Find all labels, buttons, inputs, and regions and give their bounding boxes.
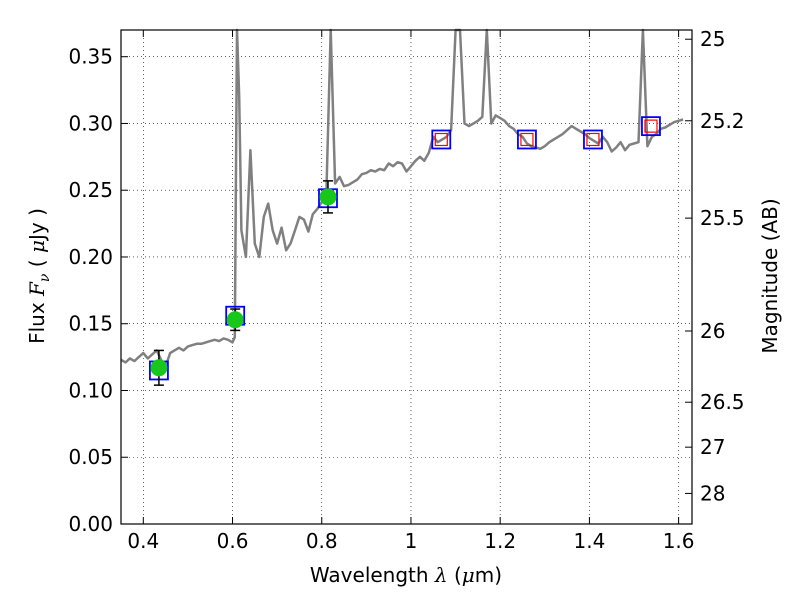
y-axis-ticks: 0.00 0.05 0.10 0.15 0.20 0.25 0.30 0.35 (68, 45, 128, 536)
x-tick-label: 1.2 (484, 529, 516, 553)
predicted-box (434, 132, 448, 147)
spectrum-line (120, 28, 684, 368)
y2-tick-label: 26 (700, 319, 725, 343)
y2-tick-label: 28 (700, 481, 725, 505)
x-axis-ticks: 0.4 0.6 0.8 1 1.2 1.4 1.6 (127, 30, 695, 553)
y-tick-label: 0.05 (68, 445, 113, 469)
predicted-box (644, 119, 658, 133)
y2-axis-ticks: 25 25.2 25.5 26 26.5 27 28 (685, 27, 745, 505)
y2-tick-label: 27 (700, 435, 725, 459)
plot-frame (120, 29, 693, 525)
model-spectrum (120, 28, 684, 368)
y2-tick-label: 25.2 (700, 109, 745, 133)
x-tick-label: 0.4 (127, 529, 159, 553)
model-photometry-box (431, 129, 452, 150)
x-tick-label: 0.8 (306, 529, 338, 553)
y-tick-label: 0.35 (68, 45, 113, 69)
x-tick-label: 0.6 (217, 529, 249, 553)
observed-point (319, 188, 337, 206)
model-photometry-box (517, 129, 537, 150)
y-tick-label: 0.20 (68, 245, 113, 269)
predicted-box (586, 132, 600, 147)
y2-tick-label: 25 (700, 27, 725, 51)
y-tick-label: 0.00 (68, 512, 113, 536)
y-tick-label: 0.25 (68, 178, 113, 202)
x-tick-label: 1.4 (573, 529, 605, 553)
y2-tick-label: 26.5 (700, 390, 745, 414)
axes-box (120, 29, 693, 525)
predicted-box (520, 132, 534, 147)
predicted-boxes (434, 119, 658, 147)
x-tick-label: 1 (405, 529, 418, 553)
observed-point (150, 359, 168, 377)
y2-axis-label: Magnitude (AB) (758, 198, 782, 353)
observed-point (226, 311, 244, 329)
grid-lines (121, 30, 692, 525)
y-tick-label: 0.15 (68, 312, 113, 336)
model-photometry-box (641, 116, 661, 137)
y-axis-label: Flux Fν ( μJy ) (25, 208, 53, 344)
y-tick-label: 0.30 (68, 111, 113, 135)
x-tick-label: 1.6 (663, 529, 695, 553)
x-axis-label: Wavelength λ (μm) (310, 563, 502, 587)
model-photometry-box (583, 129, 603, 150)
y-tick-label: 0.10 (68, 378, 113, 402)
y2-tick-label: 25.5 (700, 206, 745, 230)
observed-points (150, 180, 337, 386)
